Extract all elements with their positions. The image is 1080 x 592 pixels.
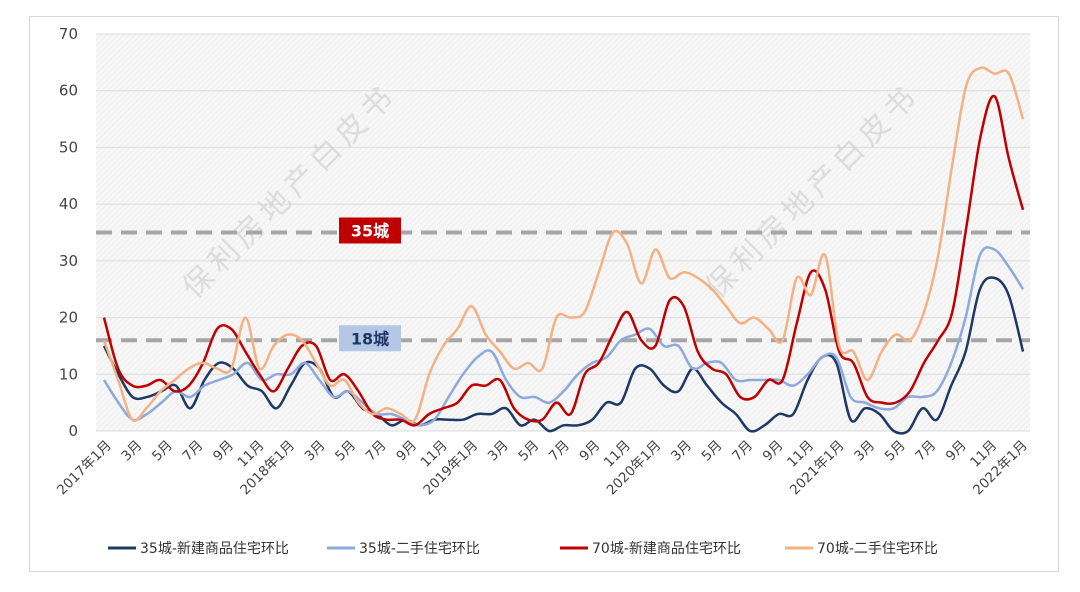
y-tick-label: 50	[59, 138, 78, 156]
x-tick-label: 7月	[363, 438, 390, 465]
y-tick-label: 30	[59, 252, 78, 270]
x-tick-label: 5月	[882, 438, 909, 465]
y-tick-label: 20	[59, 309, 78, 327]
x-tick-label: 2017年1月	[54, 438, 115, 499]
series-line-3	[102, 94, 1025, 427]
x-tick-label: 7月	[912, 438, 939, 465]
reference-label: 18城	[351, 329, 389, 348]
x-tick-label: 5月	[515, 438, 542, 465]
x-tick-label: 9月	[576, 438, 603, 465]
x-tick-label: 5月	[699, 438, 726, 465]
x-tick-label: 7月	[546, 438, 573, 465]
y-tick-label: 10	[59, 365, 78, 383]
legend-label: 35城-二手住宅环比	[359, 541, 480, 557]
legend-label: 70城-新建商品住宅环比	[592, 541, 741, 557]
x-tick-label: 3月	[302, 438, 329, 465]
legend-label: 35城-新建商品住宅环比	[140, 541, 289, 557]
x-tick-label: 9月	[760, 438, 787, 465]
x-tick-label: 7月	[179, 438, 206, 465]
y-tick-label: 0	[68, 422, 78, 440]
y-tick-label: 70	[59, 25, 78, 43]
x-tick-label: 3月	[485, 438, 512, 465]
y-tick-label: 60	[59, 82, 78, 100]
x-tick-label: 5月	[332, 438, 359, 465]
legend: 35城-新建商品住宅环比 35城-二手住宅环比 70城-新建商品住宅环比 70城-二手…	[108, 541, 938, 557]
series-lines	[102, 66, 1025, 435]
x-tick-label: 3月	[851, 438, 878, 465]
legend-label: 70城-二手住宅环比	[817, 541, 938, 557]
y-axis: 0 10 20 30 40 50 60 70	[59, 25, 78, 440]
x-tick-label: 5月	[149, 438, 176, 465]
series-line-2	[102, 246, 1025, 427]
reference-label: 35城	[351, 222, 389, 241]
gridlines	[96, 33, 1030, 432]
y-tick-label: 40	[59, 195, 78, 213]
x-tick-label: 9月	[393, 438, 420, 465]
x-tick-label: 3月	[118, 438, 145, 465]
x-tick-label: 7月	[729, 438, 756, 465]
x-tick-label: 3月	[668, 438, 695, 465]
series-line-4	[102, 66, 1025, 424]
x-tick-label: 9月	[943, 438, 970, 465]
reference-label-box	[339, 325, 401, 352]
series-line-1	[102, 276, 1025, 435]
reference-label-box	[339, 217, 401, 244]
x-tick-label: 9月	[210, 438, 237, 465]
